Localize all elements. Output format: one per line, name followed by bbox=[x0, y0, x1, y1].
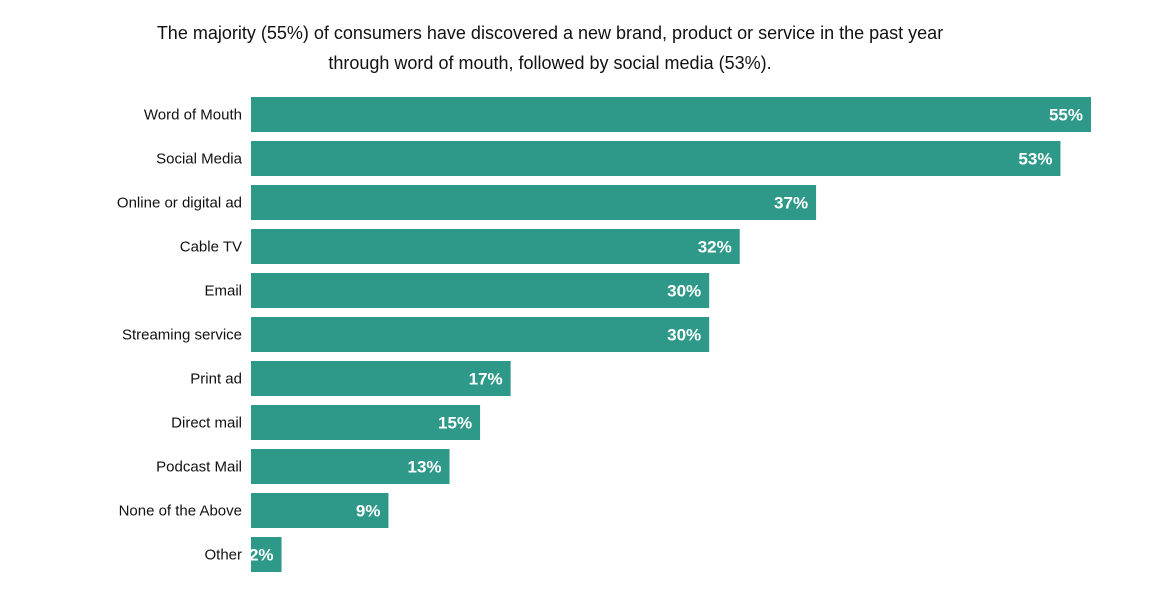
value-label-podcast-mail: 13% bbox=[408, 458, 442, 477]
category-label-podcast-mail: Podcast Mail bbox=[156, 459, 242, 476]
category-label-other: Other bbox=[204, 547, 242, 564]
category-label-direct-mail: Direct mail bbox=[171, 415, 242, 432]
bar-word-of-mouth bbox=[251, 97, 1091, 132]
value-label-word-of-mouth: 55% bbox=[1049, 106, 1083, 125]
chart-title-line-1: The majority (55%) of consumers have dis… bbox=[156, 23, 944, 43]
bar-direct-mail bbox=[251, 405, 481, 440]
bar-streaming-service bbox=[251, 317, 710, 352]
category-label-word-of-mouth: Word of Mouth bbox=[144, 107, 242, 124]
value-label-other: 2% bbox=[249, 546, 274, 565]
bar-cable-tv bbox=[251, 229, 740, 264]
value-label-print-ad: 17% bbox=[469, 370, 503, 389]
bar-other bbox=[251, 537, 282, 572]
bar-print-ad bbox=[251, 361, 511, 396]
bar-email bbox=[251, 273, 710, 308]
value-label-email: 30% bbox=[667, 282, 701, 301]
plot-area: Word of Mouth 55% Social Media 53% Online or… bbox=[117, 97, 1091, 572]
category-label-social-media: Social Media bbox=[156, 151, 243, 168]
chart-title-line-2: through word of mouth, followed by socia… bbox=[328, 53, 772, 73]
category-label-streaming-service: Streaming service bbox=[122, 327, 242, 344]
category-label-email: Email bbox=[204, 283, 242, 300]
category-label-print-ad: Print ad bbox=[190, 371, 242, 388]
category-label-online-or-digital-ad: Online or digital ad bbox=[117, 195, 242, 212]
chart-title: The majority (55%) of consumers have dis… bbox=[150, 18, 950, 78]
value-label-social-media: 53% bbox=[1018, 150, 1052, 169]
category-label-cable-tv: Cable TV bbox=[180, 239, 242, 256]
value-label-streaming-service: 30% bbox=[667, 326, 701, 345]
bar-none-of-the-above bbox=[251, 493, 389, 528]
value-label-none-of-the-above: 9% bbox=[356, 502, 381, 521]
value-label-online-or-digital-ad: 37% bbox=[774, 194, 808, 213]
value-label-cable-tv: 32% bbox=[698, 238, 732, 257]
category-label-none-of-the-above: None of the Above bbox=[119, 503, 242, 520]
value-label-direct-mail: 15% bbox=[438, 414, 472, 433]
bar-online-or-digital-ad bbox=[251, 185, 817, 220]
bar-social-media bbox=[251, 141, 1061, 176]
bar-podcast-mail bbox=[251, 449, 450, 484]
